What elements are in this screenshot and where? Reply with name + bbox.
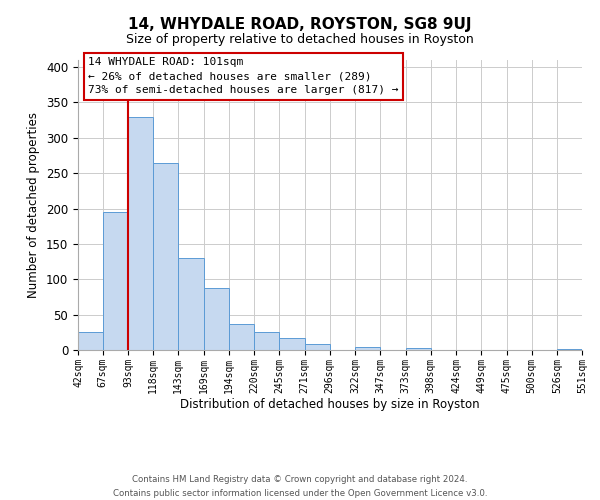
Text: Contains HM Land Registry data © Crown copyright and database right 2024.
Contai: Contains HM Land Registry data © Crown c… <box>113 476 487 498</box>
Bar <box>229 324 254 350</box>
Bar <box>406 348 431 350</box>
Bar <box>254 332 279 350</box>
Bar <box>204 288 229 350</box>
Bar <box>178 258 204 350</box>
Bar <box>557 348 582 350</box>
Bar <box>103 212 128 350</box>
Bar <box>305 344 329 350</box>
Bar <box>279 338 305 350</box>
Text: Size of property relative to detached houses in Royston: Size of property relative to detached ho… <box>126 32 474 46</box>
Bar <box>78 332 103 350</box>
X-axis label: Distribution of detached houses by size in Royston: Distribution of detached houses by size … <box>180 398 480 411</box>
Text: 14 WHYDALE ROAD: 101sqm
← 26% of detached houses are smaller (289)
73% of semi-d: 14 WHYDALE ROAD: 101sqm ← 26% of detache… <box>88 57 398 95</box>
Y-axis label: Number of detached properties: Number of detached properties <box>28 112 40 298</box>
Bar <box>355 347 380 350</box>
Text: 14, WHYDALE ROAD, ROYSTON, SG8 9UJ: 14, WHYDALE ROAD, ROYSTON, SG8 9UJ <box>128 18 472 32</box>
Bar <box>128 116 153 350</box>
Bar <box>153 162 178 350</box>
